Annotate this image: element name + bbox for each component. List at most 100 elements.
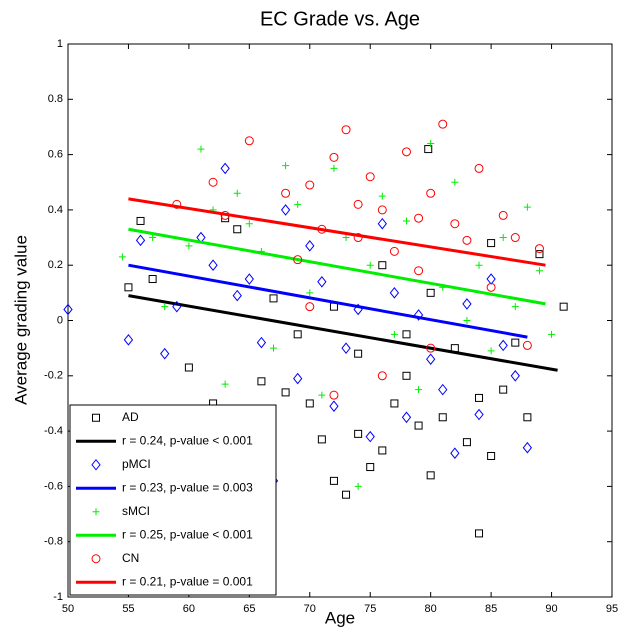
point bbox=[208, 177, 218, 187]
x-tick-label: 95 bbox=[606, 603, 618, 615]
y-tick-label: 1 bbox=[57, 38, 63, 50]
legend-box bbox=[69, 404, 277, 596]
point bbox=[402, 371, 411, 380]
point bbox=[402, 217, 410, 225]
legend-label: AD bbox=[122, 410, 139, 424]
point bbox=[233, 189, 241, 197]
point bbox=[341, 342, 351, 354]
x-axis-label: Age bbox=[325, 608, 355, 627]
regression-line bbox=[128, 263, 528, 339]
point bbox=[366, 463, 375, 472]
point bbox=[413, 309, 424, 321]
point bbox=[317, 435, 326, 444]
point bbox=[511, 303, 519, 311]
point bbox=[293, 330, 302, 339]
point bbox=[377, 217, 387, 230]
point bbox=[450, 447, 460, 460]
y-tick-label: 0.8 bbox=[48, 93, 63, 105]
legend-label: r = 0.23, p-value = 0.003 bbox=[122, 480, 253, 494]
point bbox=[402, 330, 411, 339]
point bbox=[498, 210, 508, 220]
y-tick-label: -0.6 bbox=[44, 480, 63, 492]
point bbox=[257, 377, 266, 386]
x-tick-label: 55 bbox=[122, 603, 134, 615]
point bbox=[305, 399, 314, 408]
point bbox=[208, 259, 218, 272]
x-tick-label: 80 bbox=[425, 603, 437, 615]
point bbox=[463, 317, 471, 324]
point bbox=[365, 430, 375, 443]
point bbox=[377, 371, 387, 381]
y-tick-label: 0 bbox=[57, 314, 63, 326]
point bbox=[390, 330, 398, 338]
x-tick-label: 75 bbox=[364, 603, 376, 615]
point bbox=[269, 294, 278, 303]
x-tick-label: 65 bbox=[243, 603, 255, 615]
point bbox=[438, 383, 448, 396]
point bbox=[135, 234, 146, 247]
point bbox=[426, 353, 436, 366]
point bbox=[232, 289, 242, 302]
point bbox=[342, 490, 351, 499]
point bbox=[378, 446, 387, 455]
point bbox=[499, 385, 508, 394]
y-tick-label: 0.2 bbox=[48, 259, 63, 271]
point bbox=[184, 363, 193, 372]
point bbox=[424, 145, 433, 154]
point bbox=[438, 413, 447, 422]
point bbox=[522, 340, 532, 350]
point bbox=[438, 119, 448, 129]
point bbox=[317, 275, 327, 288]
regression-line bbox=[128, 227, 546, 306]
point bbox=[390, 399, 399, 408]
point bbox=[354, 429, 363, 438]
point bbox=[245, 220, 253, 228]
chart-title: EC Grade vs. Age bbox=[260, 8, 420, 30]
point bbox=[123, 334, 134, 346]
point bbox=[294, 200, 302, 208]
point bbox=[475, 261, 483, 269]
point bbox=[499, 234, 507, 242]
point bbox=[329, 476, 338, 485]
point bbox=[401, 411, 412, 424]
x-tick-label: 85 bbox=[485, 603, 497, 615]
legend-label: pMCI bbox=[122, 457, 151, 471]
point bbox=[353, 199, 363, 209]
point bbox=[329, 400, 339, 413]
point bbox=[281, 188, 291, 198]
point bbox=[329, 390, 339, 400]
point bbox=[221, 380, 229, 388]
point bbox=[389, 246, 399, 256]
point bbox=[414, 213, 424, 223]
point bbox=[172, 199, 182, 209]
y-tick-label: -0.8 bbox=[44, 536, 63, 548]
point bbox=[63, 303, 73, 316]
y-tick-label: -0.2 bbox=[44, 370, 63, 382]
point bbox=[426, 343, 436, 353]
point bbox=[486, 282, 496, 292]
point bbox=[342, 234, 350, 242]
point bbox=[378, 261, 387, 270]
point bbox=[389, 287, 400, 299]
point bbox=[270, 344, 278, 352]
point bbox=[487, 451, 496, 460]
point bbox=[378, 192, 386, 200]
point bbox=[462, 438, 471, 447]
point bbox=[401, 147, 411, 157]
point bbox=[475, 529, 484, 538]
legend-label: r = 0.25, p-value < 0.001 bbox=[122, 527, 253, 541]
point bbox=[414, 266, 424, 276]
y-tick-label: -0.4 bbox=[44, 425, 63, 437]
point bbox=[354, 349, 363, 358]
point bbox=[305, 240, 315, 252]
point bbox=[451, 178, 459, 186]
legend-label: CN bbox=[122, 551, 139, 565]
x-tick-label: 90 bbox=[545, 603, 557, 615]
point bbox=[450, 219, 460, 229]
point bbox=[244, 273, 254, 285]
point bbox=[318, 391, 326, 399]
point bbox=[282, 162, 290, 170]
point bbox=[136, 216, 145, 225]
point bbox=[377, 205, 387, 215]
